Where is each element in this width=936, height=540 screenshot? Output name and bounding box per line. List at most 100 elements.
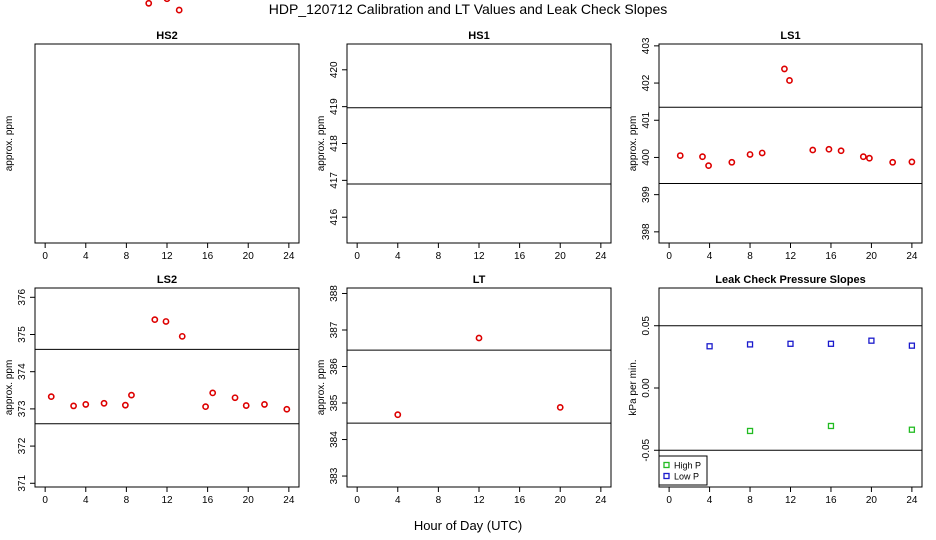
y-tick-label: 383 (329, 467, 340, 484)
x-tick-label: 4 (395, 251, 401, 262)
data-point (151, 316, 159, 324)
x-tick-label: 0 (666, 495, 672, 506)
data-point (283, 405, 291, 413)
plot-frame (346, 43, 612, 244)
chart-panel-5: LT 0 4 8 12 16 20 24 383 384 385 386 387 388 approx. p… (316, 274, 612, 506)
data-point (825, 145, 833, 153)
x-tick-label: 0 (42, 495, 48, 506)
data-point (781, 65, 788, 73)
data-point (746, 427, 754, 435)
y-tick-label: 384 (329, 431, 340, 448)
data-point (827, 340, 835, 347)
y-tick-label: 403 (641, 37, 652, 54)
panel-title: LT (473, 274, 486, 286)
x-tick-label: 12 (161, 495, 173, 506)
legend-marker (663, 461, 670, 469)
data-point (787, 340, 794, 347)
x-tick-label: 0 (666, 251, 672, 262)
x-tick-label: 8 (747, 251, 753, 262)
y-axis-label: approx. ppm (316, 360, 327, 416)
y-tick-label: 416 (329, 208, 340, 225)
data-point (261, 401, 268, 408)
chart-panel-2: HS1 0 4 8 12 16 20 24 416 417 418 419 420 approx. ppm (316, 30, 612, 262)
y-tick-label: 372 (17, 437, 28, 454)
data-point (676, 152, 684, 159)
y-tick-label: 400 (641, 149, 652, 166)
x-tick-label: 12 (785, 495, 797, 506)
y-tick-label: 375 (17, 326, 28, 343)
x-tick-label: 20 (866, 495, 878, 506)
data-point (705, 162, 712, 170)
y-tick-label: 388 (329, 285, 340, 302)
data-point (209, 389, 217, 397)
x-tick-label: 20 (866, 251, 878, 262)
y-tick-label: 385 (329, 394, 340, 411)
x-tick-label: 16 (202, 251, 214, 262)
data-point (868, 337, 875, 344)
data-point (162, 318, 170, 325)
data-point (809, 146, 817, 154)
data-point (178, 332, 186, 340)
legend-label: High P (674, 461, 701, 471)
y-tick-label: 420 (329, 61, 340, 78)
chart-panel-1: HS2 0 4 8 12 16 20 24 approx. ppm (4, 0, 300, 262)
data-point (475, 334, 483, 342)
x-tick-label: 12 (785, 251, 797, 262)
y-tick-label: 402 (641, 74, 652, 91)
y-tick-label: 373 (17, 400, 28, 417)
plot-frame (346, 287, 612, 488)
x-tick-label: 16 (825, 251, 837, 262)
plot-frame (658, 43, 923, 244)
chart-panel-6: Leak Check Pressure Slopes 0 4 8 12 16 20 24 -0.… (628, 274, 923, 506)
x-tick-label: 16 (202, 495, 214, 506)
y-tick-label: 0.05 (641, 316, 652, 336)
x-tick-label: 16 (514, 251, 526, 262)
data-point (699, 153, 706, 161)
legend-marker (663, 472, 670, 480)
x-tick-label: 8 (436, 495, 442, 506)
data-point (706, 343, 713, 350)
data-point (908, 342, 916, 349)
y-axis-label: approx. ppm (4, 116, 15, 172)
data-point (231, 394, 239, 402)
x-tick-label: 24 (283, 251, 295, 262)
data-point (47, 393, 55, 401)
y-tick-label: 0.00 (641, 378, 652, 398)
x-tick-label: 0 (354, 495, 360, 506)
plot-frame (34, 287, 300, 488)
y-axis-label: approx. ppm (628, 116, 639, 172)
data-point (827, 422, 835, 430)
x-tick-label: 24 (906, 495, 918, 506)
y-tick-label: 374 (17, 363, 28, 380)
chart-panel-3: LS1 0 4 8 12 16 20 24 398 399 400 401 402 403 approx. … (628, 30, 923, 262)
data-point (82, 401, 90, 408)
data-point (758, 149, 766, 157)
data-point (145, 0, 153, 7)
data-point (70, 402, 77, 410)
y-axis-label: kPa per min. (628, 359, 639, 415)
x-tick-label: 0 (354, 251, 360, 262)
x-tick-label: 8 (124, 251, 130, 262)
y-axis-label: approx. ppm (316, 116, 327, 172)
y-axis-label: approx. ppm (4, 360, 15, 416)
data-point (128, 391, 135, 399)
x-tick-label: 8 (436, 251, 442, 262)
y-tick-label: -0.05 (641, 438, 652, 461)
x-tick-label: 4 (707, 495, 713, 506)
x-tick-label: 24 (595, 251, 607, 262)
panel-title: HS1 (468, 30, 489, 42)
data-point (746, 341, 754, 348)
data-point (859, 153, 867, 161)
x-tick-label: 0 (42, 251, 48, 262)
x-tick-label: 4 (83, 251, 89, 262)
data-point (908, 158, 916, 166)
data-point (837, 147, 845, 155)
x-tick-label: 4 (395, 495, 401, 506)
data-point (889, 158, 897, 166)
x-tick-label: 16 (514, 495, 526, 506)
figure-title: HDP_120712 Calibration and LT Values and… (268, 1, 668, 17)
x-tick-label: 12 (161, 251, 173, 262)
